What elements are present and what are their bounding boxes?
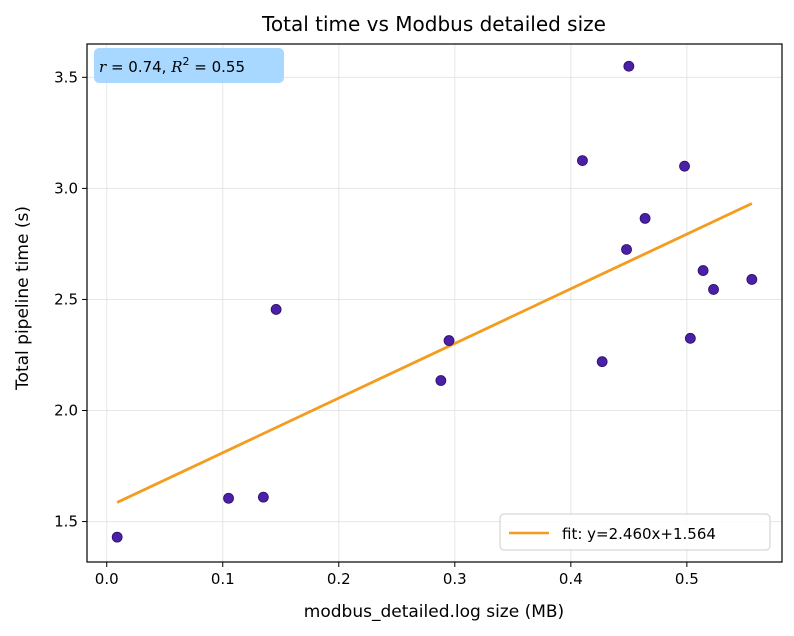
data-point — [697, 265, 709, 276]
x-tick-label: 0.1 — [211, 570, 235, 588]
data-point — [596, 356, 608, 368]
stats-r-symbol: r — [99, 58, 107, 76]
stats-r2-value: = 0.55 — [190, 58, 246, 76]
stats-r2-superscript: 2 — [183, 55, 190, 68]
legend: fit: y=2.460x+1.564 — [499, 513, 771, 551]
x-tick-label: 0.4 — [559, 570, 583, 588]
y-tick-label: 1.5 — [54, 513, 78, 531]
stats-r-value: = 0.74, — [106, 58, 171, 76]
x-tick-label: 0.3 — [443, 570, 467, 588]
grid — [87, 44, 782, 562]
stats-text: r = 0.74, R2 = 0.55 — [99, 55, 245, 76]
y-axis-ticks: 1.5 2.0 2.5 3.0 3.5 — [54, 68, 87, 531]
data-point — [435, 375, 447, 386]
legend-box — [499, 513, 771, 551]
stats-r2-symbol: R — [170, 58, 182, 76]
fit-line — [116, 202, 753, 504]
data-point — [679, 160, 690, 172]
y-axis-label: Total pipeline time (s) — [13, 206, 33, 391]
y-tick-label: 3.5 — [54, 68, 78, 86]
data-point — [708, 284, 719, 295]
chart-title: Total time vs Modbus detailed size — [261, 12, 606, 36]
points-layer — [111, 60, 758, 543]
y-tick-label: 3.0 — [54, 179, 78, 197]
y-tick-label: 2.0 — [54, 402, 78, 420]
y-tick-label: 2.5 — [54, 290, 78, 308]
x-axis-label: modbus_detailed.log size (MB) — [304, 602, 564, 622]
data-point — [577, 155, 588, 167]
data-point — [257, 491, 269, 503]
legend-fit-label: fit: y=2.460x+1.564 — [562, 525, 716, 543]
data-point — [270, 304, 282, 315]
x-tick-label: 0.2 — [327, 570, 351, 588]
data-point — [223, 492, 234, 504]
data-point — [111, 531, 123, 543]
plot-frame — [86, 43, 783, 563]
fit-layer — [116, 202, 753, 504]
data-point — [684, 332, 696, 344]
data-point — [746, 274, 758, 285]
stats-annotation: r = 0.74, R2 = 0.55 — [94, 48, 284, 83]
x-tick-label: 0.0 — [95, 570, 119, 588]
x-tick-label: 0.5 — [675, 570, 699, 588]
data-point — [621, 244, 632, 255]
data-point — [639, 212, 651, 224]
x-axis-ticks: 0.0 0.1 0.2 0.3 0.4 0.5 — [95, 562, 699, 588]
data-point — [443, 335, 455, 346]
stats-box — [94, 48, 284, 83]
data-point — [623, 60, 635, 72]
